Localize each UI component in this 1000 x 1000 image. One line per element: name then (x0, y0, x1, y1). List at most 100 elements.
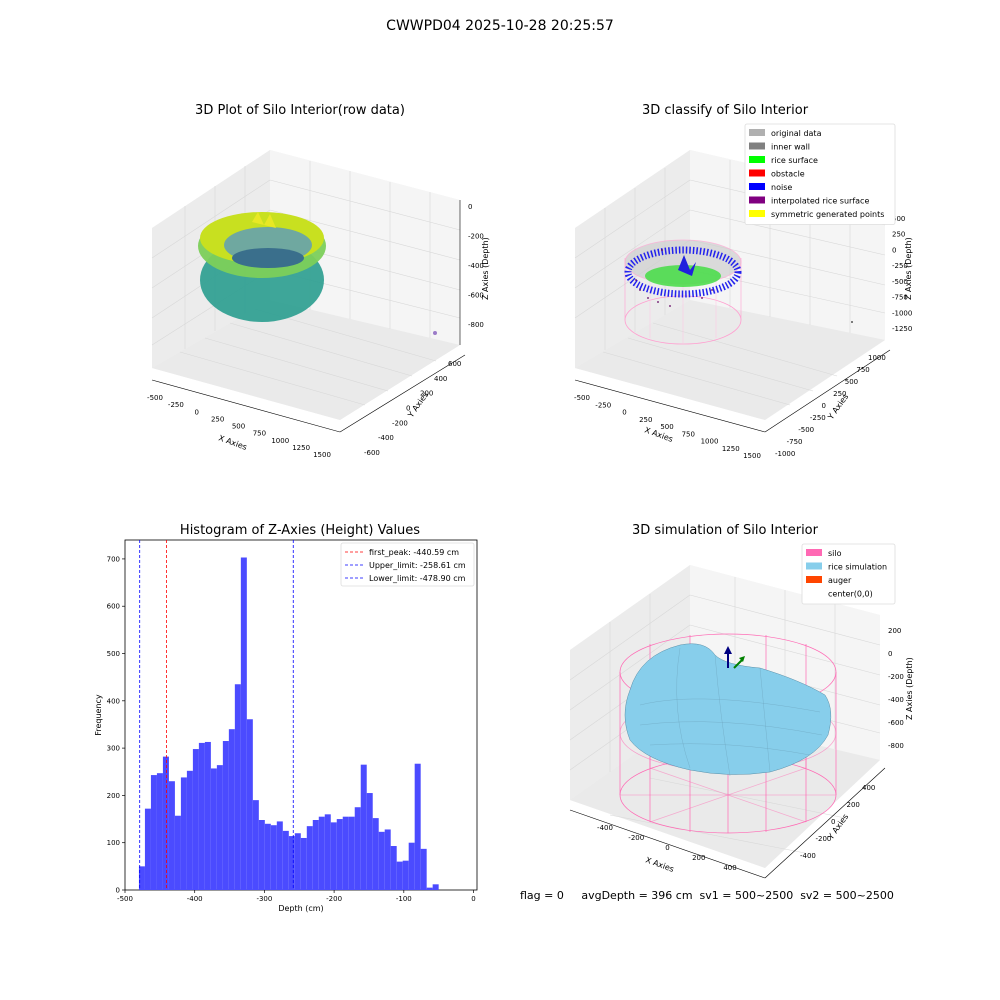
panel1-z-tick-label: -400 (468, 262, 484, 270)
panel4-z-tick-label: 0 (888, 650, 892, 658)
panel4-rice-mesh (639, 647, 823, 777)
histogram-legend-label: Upper_limit: -258.61 cm (369, 561, 466, 570)
histogram-bar (150, 775, 157, 890)
panel4-title: 3D simulation of Silo Interior (632, 523, 818, 538)
histogram-bar (336, 819, 343, 890)
histogram-bar (366, 793, 373, 890)
panel1-z-tick-label: 0 (468, 203, 472, 211)
panel1-zlabel: Z Axies (Depth) (481, 237, 490, 300)
histogram-y-tick-label: 600 (107, 603, 120, 611)
histogram-bar (204, 741, 211, 890)
histogram-bar (216, 765, 223, 890)
histogram-bar (396, 861, 403, 890)
panel2-z-tick-label: -250 (892, 262, 908, 270)
panel2-x-tick-label: 1000 (701, 438, 719, 446)
histogram-legend-frame (340, 542, 475, 587)
panel4-legend-frame (801, 543, 896, 605)
histogram-bar (144, 808, 151, 890)
panel2-y-tick-label: 500 (845, 378, 858, 386)
panel2-legend-frame (744, 123, 896, 225)
histogram-bar (180, 777, 187, 890)
status-footer: flag = 0 avgDepth = 396 cm sv1 = 500~250… (520, 889, 894, 902)
panel2-legend-label: original data (771, 129, 822, 138)
histogram-bar (342, 816, 349, 890)
histogram-legend: first_peak: -440.59 cm Upper_limit: -258.… (340, 542, 475, 587)
panel1-point-cloud (198, 212, 326, 322)
panel4-legend-label: auger (828, 576, 852, 585)
histogram-y-tick-label: 200 (107, 792, 120, 800)
panel2-x-tick-label: 1250 (722, 445, 740, 453)
panel1-y-tick-label: 400 (434, 375, 447, 383)
panel2-legend-label: obstacle (771, 170, 805, 179)
histogram-bar (408, 842, 415, 890)
panel1-grid (151, 161, 461, 406)
panel4-y-tick-label: 400 (862, 784, 875, 792)
histogram-bar (264, 823, 271, 890)
panel2-legend-swatch (749, 129, 765, 136)
panel2-legend-swatch (749, 210, 765, 217)
panel2-y-tick-label: -250 (810, 414, 826, 422)
panel2-legend-swatch (749, 156, 765, 163)
histogram-bar (138, 866, 145, 890)
panel2-legend-label: inner wall (771, 143, 810, 152)
histogram-x-tick-label: -100 (396, 895, 412, 903)
histogram-xlabel: Depth (cm) (278, 904, 323, 913)
panel4-y-tick-label: 200 (847, 801, 860, 809)
histogram-y-tick-label: 700 (107, 555, 120, 563)
histogram-bar (240, 557, 247, 890)
histogram-bar (270, 825, 277, 890)
histogram-bar (414, 763, 421, 890)
panel4-legend-label: center(0,0) (828, 590, 873, 599)
histogram-bar (300, 837, 307, 890)
histogram-y-tick-label: 0 (116, 887, 120, 895)
panel4-z-tick-label: -200 (888, 673, 904, 681)
panel4-z-tick-label: 200 (888, 627, 901, 635)
panel2-legend-label: interpolated rice surface (771, 197, 869, 206)
histogram-bar (294, 833, 301, 890)
histogram-bar (168, 781, 175, 890)
histogram-bar (210, 768, 217, 890)
panel4-legend-swatch (806, 576, 822, 583)
panel4-y-tick-label: -400 (800, 852, 816, 860)
histogram-bar (282, 830, 289, 890)
panel1-floor-pane (152, 300, 460, 420)
panel2-y-tick-label: -750 (787, 438, 803, 446)
histogram-x-tick-label: -500 (117, 895, 133, 903)
panel2-legend-label: symmetric generated points (771, 210, 884, 219)
histogram-bar (372, 818, 379, 890)
histogram-ylabel: Frequency (94, 694, 103, 736)
panel2-z-tick-label: 0 (892, 246, 896, 254)
panel1-y-tick-label: 0 (406, 405, 410, 413)
panel1-x-tick-label: 500 (232, 423, 245, 431)
histogram-bar (354, 807, 361, 890)
panel1-x-tick-label: 1250 (292, 444, 310, 452)
histogram-bar (420, 848, 427, 890)
histogram-bar (330, 822, 337, 890)
panel4-legend-label: silo (828, 549, 842, 558)
histogram-x-tick-label: 0 (471, 895, 475, 903)
panel4-x-tick-label: 400 (723, 864, 736, 872)
panel4-x-tick-label: 0 (665, 844, 669, 852)
histogram-bar (162, 756, 169, 890)
panel2-3d-axes: X Axies Y Axies Z Axies (Depth) -500-250… (574, 123, 913, 460)
panel2-z-tick-label: -750 (892, 294, 908, 302)
histogram-bar (402, 860, 409, 890)
panel4-z-tick-label: -600 (888, 719, 904, 727)
panel2-z-tick-label: -500 (892, 278, 908, 286)
panel1-x-tick-label: -500 (147, 394, 163, 402)
figure-title: CWWPD04 2025-10-28 20:25:57 (386, 18, 614, 34)
histogram-bar (318, 816, 325, 890)
panel2-legend-label: noise (771, 183, 792, 192)
histogram-x-tick-label: -200 (326, 895, 342, 903)
histogram-bar (288, 836, 295, 890)
histogram-bar (378, 831, 385, 890)
histogram-y-tick-label: 500 (107, 650, 120, 658)
panel2-legend-swatch (749, 142, 765, 150)
panel1-title: 3D Plot of Silo Interior(row data) (195, 103, 405, 118)
panel2-x-tick-label: 250 (639, 416, 652, 424)
histogram-bar (432, 884, 439, 890)
panel2-x-tick-label: -250 (595, 401, 611, 409)
histogram-bar (348, 816, 355, 890)
histogram-title: Histogram of Z-Axies (Height) Values (179, 523, 421, 538)
histogram-bar (390, 846, 397, 890)
